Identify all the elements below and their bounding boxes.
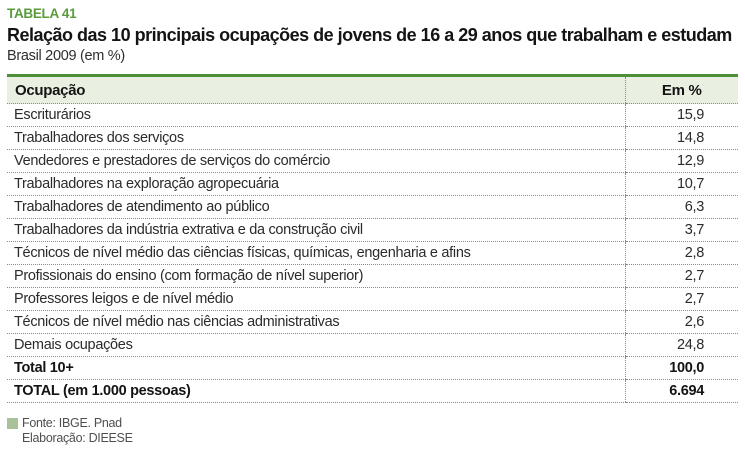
table-row: Escriturários 15,9	[7, 103, 738, 127]
percent-cell: 6.694	[624, 379, 738, 403]
occupation-cell: Vendedores e prestadores de serviços do …	[7, 149, 625, 173]
table-row: Trabalhadores de atendimento ao público 6…	[7, 195, 738, 219]
occupation-cell: Trabalhadores dos serviços	[7, 126, 625, 150]
percent-cell: 2,8	[624, 241, 738, 265]
occupation-cell: TOTAL (em 1.000 pessoas)	[7, 379, 625, 403]
table-row: Professores leigos e de nível médio 2,7	[7, 287, 738, 311]
occupation-cell: Técnicos de nível médio das ciências fís…	[7, 241, 625, 265]
table-row: Trabalhadores dos serviços 14,8	[7, 126, 738, 150]
table-row: Profissionais do ensino (com formação de…	[7, 264, 738, 288]
percent-cell: 3,7	[624, 218, 738, 242]
occupation-cell: Total 10+	[7, 356, 625, 380]
table-header-row: Ocupação Em %	[7, 75, 738, 104]
footnote: Fonte: IBGE. Pnad Elaboração: DIEESE	[7, 416, 738, 446]
occupation-cell: Trabalhadores na exploração agropecuária	[7, 172, 625, 196]
occupation-cell: Trabalhadores da indústria extrativa e d…	[7, 218, 625, 242]
table-row: Técnicos de nível médio das ciências fís…	[7, 241, 738, 265]
table-number-label: TABELA 41	[7, 6, 77, 21]
column-header-percent: Em %	[624, 75, 738, 104]
table-row: Trabalhadores da indústria extrativa e d…	[7, 218, 738, 242]
percent-cell: 14,8	[624, 126, 738, 150]
occupation-cell: Professores leigos e de nível médio	[7, 287, 625, 311]
percent-cell: 6,3	[624, 195, 738, 219]
percent-cell: 15,9	[624, 103, 738, 127]
percent-cell: 2,7	[624, 264, 738, 288]
occupation-cell: Trabalhadores de atendimento ao público	[7, 195, 625, 219]
occupation-cell: Escriturários	[7, 103, 625, 127]
elaboration-text: Elaboração: DIEESE	[22, 431, 133, 445]
table-row: Técnicos de nível médio nas ciências adm…	[7, 310, 738, 334]
table-row: TOTAL (em 1.000 pessoas) 6.694	[7, 379, 738, 403]
percent-cell: 2,7	[624, 287, 738, 311]
percent-cell: 24,8	[624, 333, 738, 357]
source-text: Fonte: IBGE. Pnad	[22, 416, 122, 430]
occupation-cell: Demais ocupações	[7, 333, 625, 357]
table-row: Vendedores e prestadores de serviços do …	[7, 149, 738, 173]
table-body: Escriturários 15,9 Trabalhadores dos servi…	[7, 103, 738, 403]
percent-cell: 100,0	[624, 356, 738, 380]
percent-cell: 2,6	[624, 310, 738, 334]
table-row: Total 10+ 100,0	[7, 356, 738, 380]
page-subtitle: Brasil 2009 (em %)	[7, 48, 125, 64]
page-title: Relação das 10 principais ocupações de j…	[7, 25, 732, 45]
occupation-cell: Técnicos de nível médio nas ciências adm…	[7, 310, 625, 334]
column-header-occupation: Ocupação	[7, 75, 625, 104]
table-row: Demais ocupações 24,8	[7, 333, 738, 357]
percent-cell: 10,7	[624, 172, 738, 196]
percent-cell: 12,9	[624, 149, 738, 173]
source-marker-icon	[7, 418, 18, 429]
table-row: Trabalhadores na exploração agropecuária…	[7, 172, 738, 196]
occupations-table: Ocupação Em % Escriturários 15,9 Trabalhad…	[7, 74, 738, 403]
occupation-cell: Profissionais do ensino (com formação de…	[7, 264, 625, 288]
